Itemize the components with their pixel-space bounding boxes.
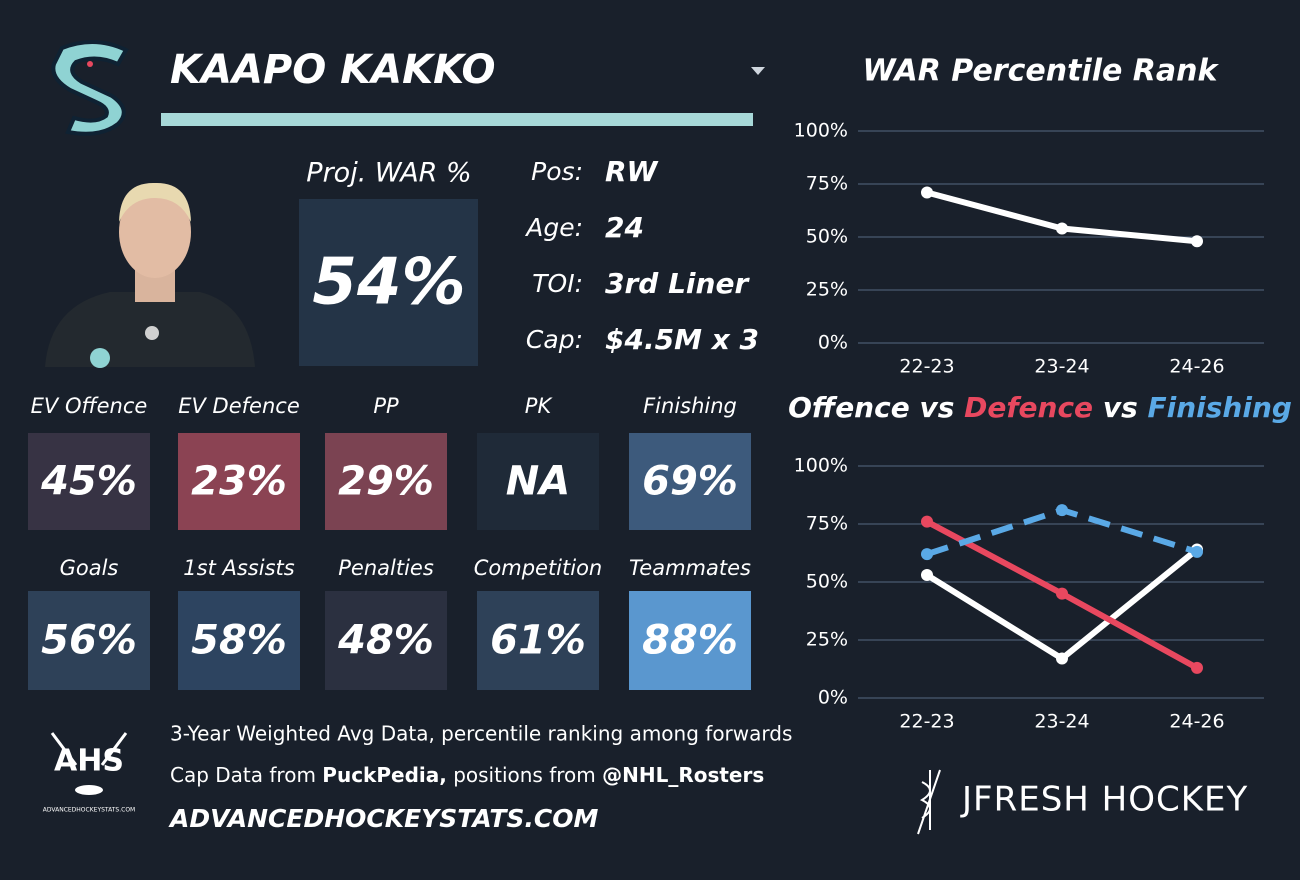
tile-label: Competition (474, 556, 603, 580)
info-value: RW (605, 155, 659, 188)
y-tick-label: 0% (818, 332, 848, 354)
data-point (1056, 587, 1068, 600)
brand-name: JFRESH HOCKEY (960, 780, 1248, 820)
footer-sources: Cap Data from PuckPedia, positions from … (170, 763, 764, 787)
tile-label: Goals (60, 556, 119, 580)
tile-label: EV Offence (31, 394, 148, 418)
player-photo (45, 182, 255, 368)
tile-value: 23% (191, 459, 287, 505)
tile (477, 433, 599, 530)
info-label: Cap: (526, 325, 583, 354)
info-label: TOI: (532, 269, 583, 298)
tile-value: NA (506, 459, 570, 505)
tile-label: 1st Assists (183, 556, 294, 580)
chart-title: Offence vs Defence vs Finishing (788, 391, 1292, 424)
footer-source: @NHL_Rosters (602, 763, 764, 787)
data-point (1056, 652, 1068, 665)
footer-text: positions from (447, 763, 602, 787)
tile-value: 61% (490, 618, 586, 664)
info-list: Pos: RW Age: 24 TOI: 3rd Liner Cap: $4.5M x 3 (524, 155, 759, 356)
team-logo (51, 39, 129, 136)
tile (629, 433, 751, 530)
tile (325, 591, 447, 690)
data-point (1056, 504, 1068, 517)
dropdown-caret[interactable] (751, 67, 765, 75)
ahs-logo-text: AHS (54, 744, 124, 779)
tile (325, 433, 447, 530)
tile-value: 48% (337, 618, 434, 664)
y-tick-label: 25% (806, 629, 848, 651)
x-tick-label: 23-24 (1034, 711, 1089, 733)
tile-label: EV Defence (178, 394, 300, 418)
tile-value: 69% (642, 459, 738, 505)
y-tick-label: 75% (806, 513, 848, 535)
tile-label: Teammates (629, 556, 751, 580)
x-tick-label: 24-26 (1169, 711, 1224, 733)
data-point (921, 548, 933, 561)
footer-text: Cap Data from (170, 763, 322, 787)
info-value: 3rd Liner (605, 267, 750, 300)
tile-value: 58% (191, 618, 287, 664)
tile (178, 591, 300, 690)
y-tick-label: 25% (806, 279, 848, 301)
y-tick-label: 50% (806, 226, 848, 248)
y-tick-label: 100% (794, 120, 848, 142)
tile-label: Finishing (643, 394, 737, 418)
title-series-name: Defence (964, 391, 1093, 424)
player-name: KAAPO KAKKO (170, 47, 496, 93)
tile (28, 433, 150, 530)
info-value: $4.5M x 3 (605, 323, 759, 356)
projection-label: Proj. WAR % (306, 158, 471, 189)
data-point (1191, 235, 1203, 248)
title-series-name: Offence (788, 391, 910, 424)
projection-value: 54% (312, 246, 465, 320)
brand-logo (917, 769, 941, 835)
info-label: Age: (524, 213, 583, 242)
tile-value: 56% (41, 618, 137, 664)
tile (28, 591, 150, 690)
name-underline (161, 113, 753, 126)
info-value: 24 (605, 211, 644, 244)
tile (629, 591, 751, 690)
charts: WAR Percentile Rank 0% 25% 50% 75% 100% 22-23 2… (788, 54, 1292, 733)
title-separator: vs (1103, 391, 1138, 424)
ahs-logo: AHS ADVANCEDHOCKEYSTATS.COM (43, 732, 135, 814)
projection-box (299, 199, 478, 366)
y-tick-label: 0% (818, 687, 848, 709)
tile-label: PP (373, 394, 399, 418)
ahs-logo-caption: ADVANCEDHOCKEYSTATS.COM (43, 807, 135, 814)
footer-source: PuckPedia, (322, 763, 447, 787)
data-point (921, 186, 933, 199)
x-tick-label: 24-26 (1169, 356, 1224, 378)
y-tick-label: 50% (806, 571, 848, 593)
tile-label: PK (525, 394, 554, 418)
footer-website: ADVANCEDHOCKEYSTATS.COM (168, 804, 599, 833)
y-tick-label: 75% (806, 173, 848, 195)
y-tick-label: 100% (794, 455, 848, 477)
data-point (921, 569, 933, 582)
tile-label: Penalties (338, 556, 434, 580)
x-tick-label: 23-24 (1034, 356, 1089, 378)
tile (477, 591, 599, 690)
data-point (921, 515, 933, 528)
stat-tiles: EV Offence 45% EV Defence 23% PP 29% PK NA Finis… (28, 394, 751, 690)
tile-value: 29% (338, 459, 434, 505)
info-label: Pos: (531, 157, 583, 186)
data-point (1056, 222, 1068, 235)
x-tick-label: 22-23 (899, 356, 954, 378)
title-series-name: Finishing (1147, 391, 1291, 424)
title-separator: vs (919, 391, 954, 424)
x-tick-label: 22-23 (899, 711, 954, 733)
data-point (1191, 661, 1203, 674)
tile (178, 433, 300, 530)
tile-value: 45% (40, 459, 137, 505)
chart-title: WAR Percentile Rank (863, 54, 1220, 89)
tile-value: 88% (642, 618, 738, 664)
data-point (1191, 545, 1203, 558)
footer-note: 3-Year Weighted Avg Data, percentile ran… (170, 722, 792, 746)
